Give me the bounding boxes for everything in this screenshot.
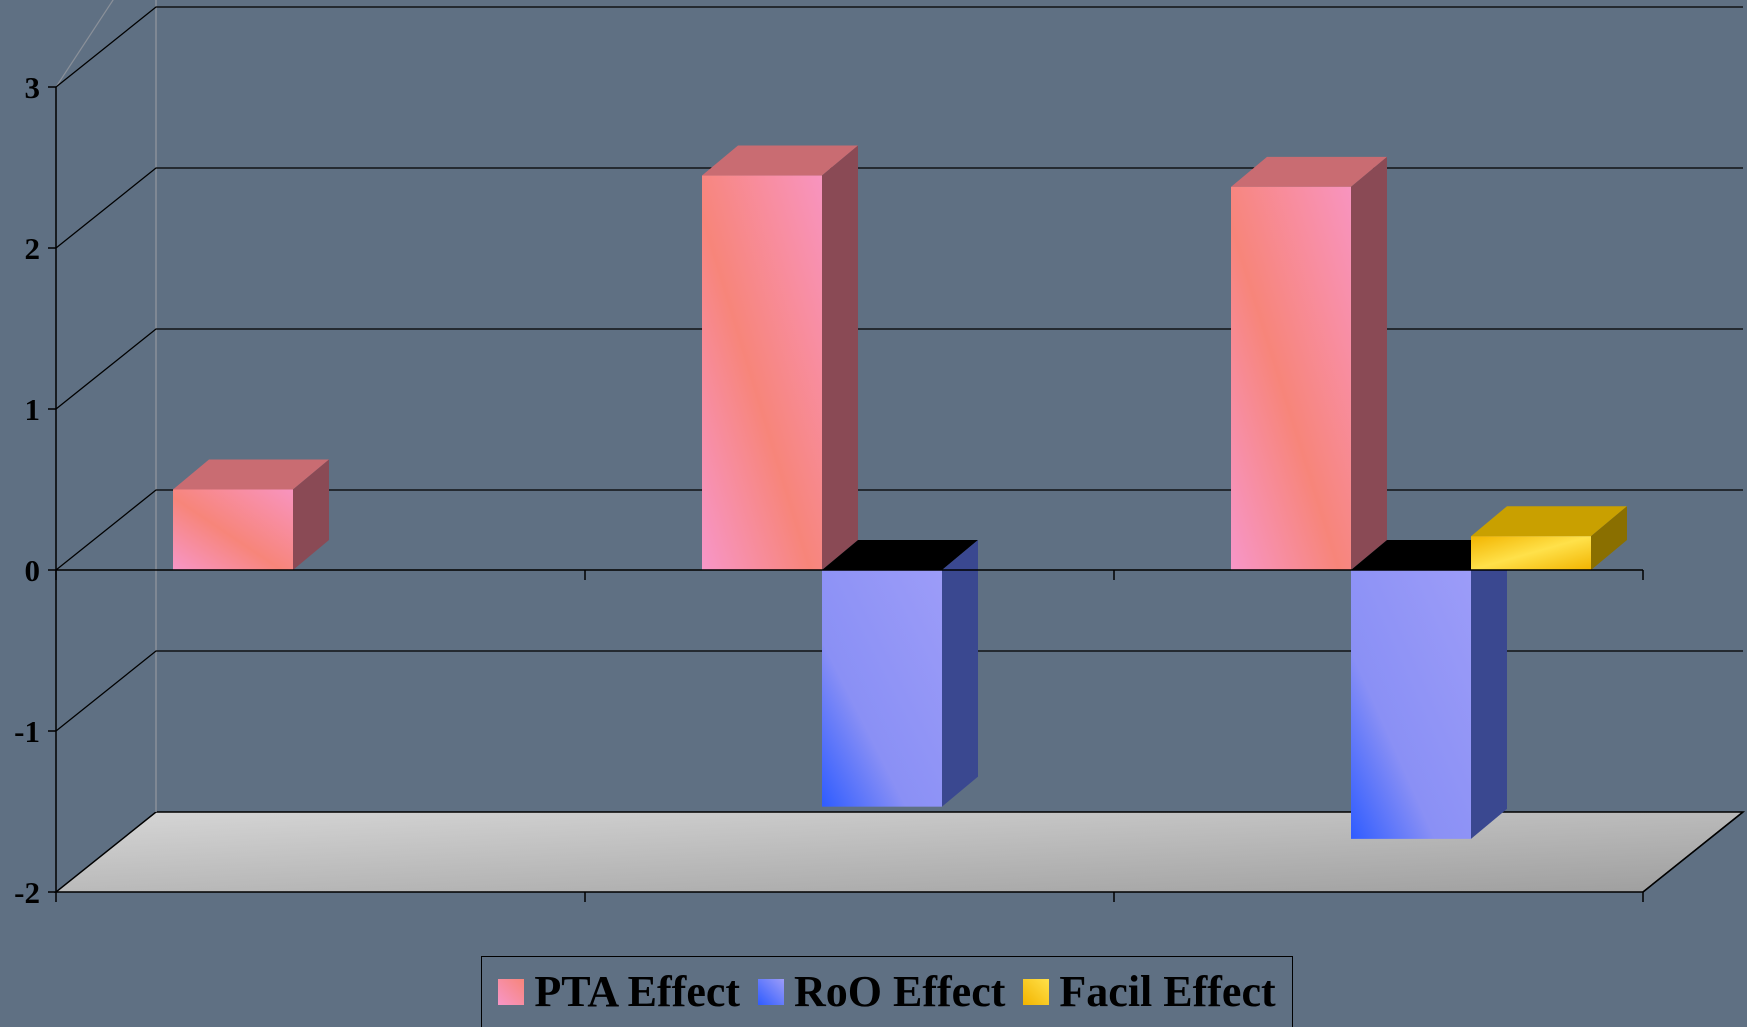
bar-pta (702, 145, 858, 571)
bar-side-face (1591, 506, 1627, 570)
bar-top-face (702, 145, 858, 176)
y-tick-label: 0 (25, 553, 41, 588)
legend-swatch-roo (758, 979, 785, 1005)
bar-facil (1471, 506, 1627, 570)
bar-pta (173, 459, 329, 570)
bar-top-face (822, 540, 978, 570)
legend-item-facil: Facil Effect (1023, 967, 1276, 1016)
bar-front-face (1351, 570, 1471, 839)
legend-swatch-facil (1023, 979, 1050, 1005)
y-tick-label: 1 (25, 392, 41, 427)
legend-label-facil: Facil Effect (1059, 967, 1276, 1016)
legend-label-pta: PTA Effect (534, 967, 741, 1016)
gridline (55, 650, 1743, 732)
bar-side-face (822, 145, 858, 571)
top-edge (55, 0, 114, 88)
legend-item-roo: RoO Effect (758, 970, 1005, 1014)
y-tick-label: 2 (25, 231, 41, 266)
bar-front-face (822, 570, 942, 807)
y-tick-label: 3 (25, 70, 41, 105)
bar-front-face (702, 175, 822, 571)
gridline (55, 6, 1743, 88)
bar-roo (1351, 540, 1507, 839)
bar-roo (822, 540, 978, 807)
legend-item-pta: PTA Effect (498, 970, 740, 1014)
floor-edge (1642, 811, 1744, 893)
bar-side-face (293, 459, 329, 570)
legend-swatch-pta (498, 979, 525, 1005)
bar-side-face (942, 540, 978, 807)
bar-front-face (1471, 536, 1591, 570)
legend: PTA Effect RoO Effect Facil Effect (481, 956, 1293, 1027)
bar-top-face (1231, 156, 1387, 187)
y-tick-label: -1 (14, 714, 40, 749)
bar-front-face (173, 489, 293, 570)
y-tick-label: -2 (14, 875, 40, 910)
gridline (55, 167, 1743, 249)
legend-label-roo: RoO Effect (794, 967, 1006, 1016)
bar-side-face (1471, 540, 1507, 839)
bar-pta (1231, 156, 1387, 570)
floor-plane (53, 811, 1746, 893)
bar-top-face (1351, 540, 1507, 570)
bar-side-face (1351, 156, 1387, 570)
gridline (55, 328, 1743, 410)
bar-top-face (173, 459, 329, 490)
gridline (55, 489, 1743, 571)
bar-front-face (1231, 186, 1351, 570)
bar-top-face (1471, 506, 1627, 537)
